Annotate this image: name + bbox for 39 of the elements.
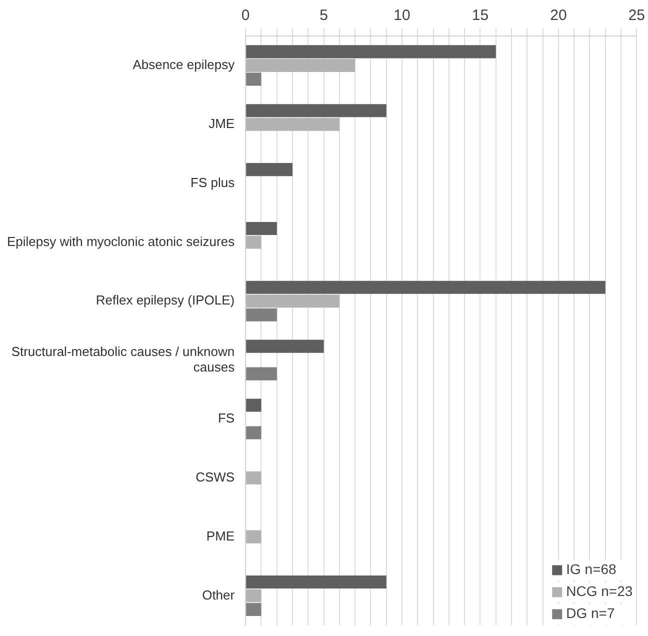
y-tick-label: Reflex epilepsy (IPOLE) — [96, 292, 235, 308]
bar — [246, 530, 262, 544]
x-tick-label: 10 — [394, 7, 410, 24]
bar — [246, 340, 324, 353]
bar — [246, 104, 386, 118]
bar — [246, 308, 277, 322]
bar — [246, 72, 262, 86]
bar — [246, 589, 262, 602]
x-tick-label: 25 — [628, 7, 645, 24]
y-tick-label: Epilepsy with myoclonic atonic seizures — [6, 234, 236, 249]
y-tick-label: FS plus — [190, 174, 236, 190]
y-tick-label: Structural-metabolic causes / unknown causes — [11, 344, 236, 374]
x-tick-label: 15 — [472, 7, 489, 24]
x-tick-label: 20 — [550, 7, 567, 24]
x-tick-label: 0 — [241, 7, 250, 24]
bar — [246, 398, 262, 412]
legend-label: IG n=68 — [566, 561, 617, 578]
bar — [246, 58, 356, 72]
y-tick-label: Other — [202, 587, 236, 602]
bar — [246, 575, 386, 589]
bar — [246, 236, 262, 249]
bar — [246, 118, 340, 131]
bar — [246, 163, 293, 176]
bar — [246, 426, 262, 440]
bar — [246, 280, 606, 294]
bar — [246, 222, 277, 236]
y-tick-label: PME — [206, 528, 235, 544]
legend-label: DG n=7 — [566, 605, 615, 622]
x-tick-label: 5 — [320, 7, 328, 24]
legend-label: NCG n=23 — [566, 583, 633, 600]
y-tick-label: Absence epilepsy — [132, 57, 236, 72]
y-tick-label: FS — [218, 410, 235, 426]
y-tick-label: JME — [208, 116, 235, 131]
bar — [246, 45, 496, 58]
bar — [246, 471, 262, 484]
y-tick-label: CSWS — [196, 469, 235, 484]
bar — [246, 367, 277, 380]
bar — [246, 294, 340, 308]
bar — [246, 602, 262, 616]
